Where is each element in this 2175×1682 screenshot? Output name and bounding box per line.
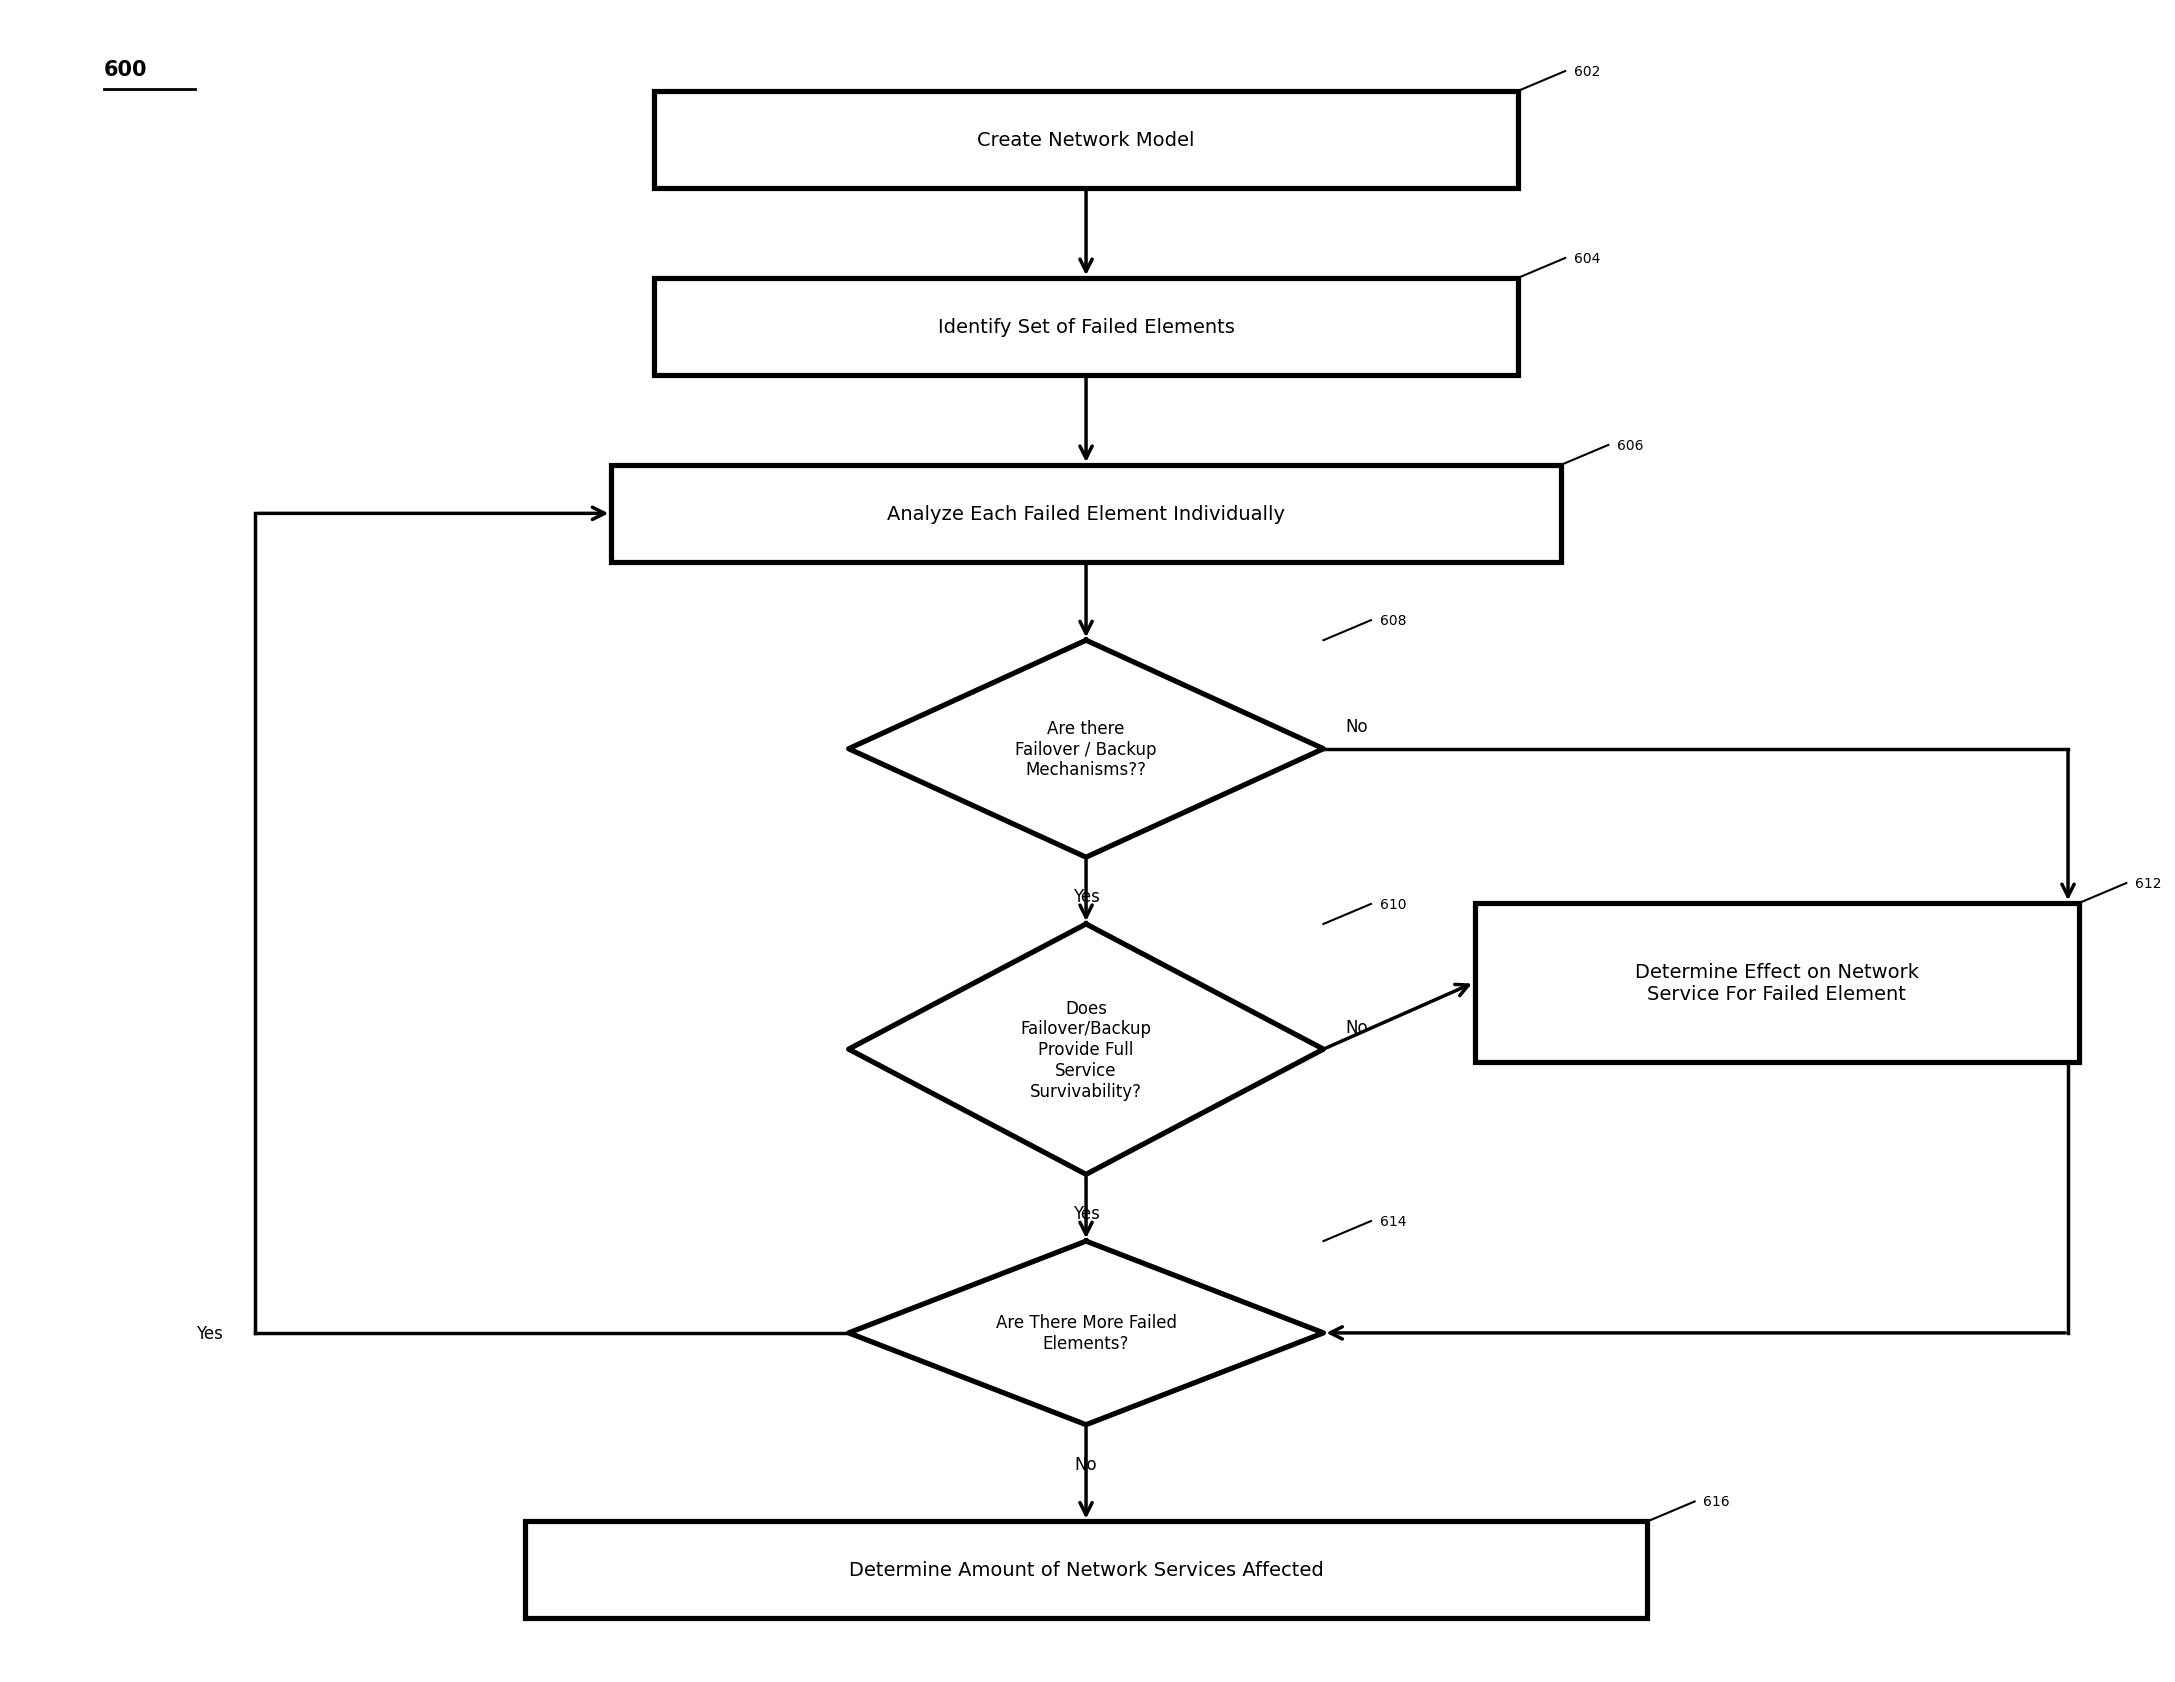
Text: 612: 612 — [2136, 876, 2162, 890]
Text: 604: 604 — [1575, 252, 1601, 266]
Text: Determine Amount of Network Services Affected: Determine Amount of Network Services Aff… — [848, 1561, 1322, 1579]
Text: No: No — [1074, 1455, 1098, 1473]
FancyBboxPatch shape — [655, 279, 1518, 375]
FancyBboxPatch shape — [611, 466, 1562, 562]
Text: 602: 602 — [1575, 66, 1601, 79]
Text: Does
Failover/Backup
Provide Full
Service
Survivability?: Does Failover/Backup Provide Full Servic… — [1020, 999, 1151, 1100]
Text: Are There More Failed
Elements?: Are There More Failed Elements? — [996, 1314, 1177, 1352]
Text: 608: 608 — [1379, 614, 1405, 627]
FancyBboxPatch shape — [524, 1522, 1646, 1618]
Text: Yes: Yes — [196, 1324, 222, 1342]
Text: Analyze Each Failed Element Individually: Analyze Each Failed Element Individually — [887, 505, 1285, 523]
Text: 614: 614 — [1379, 1214, 1405, 1228]
Text: 616: 616 — [1703, 1495, 1729, 1509]
Text: Yes: Yes — [1072, 888, 1101, 905]
FancyBboxPatch shape — [655, 93, 1518, 188]
Text: No: No — [1344, 1018, 1368, 1036]
Text: No: No — [1344, 718, 1368, 737]
Polygon shape — [848, 925, 1322, 1174]
Text: Are there
Failover / Backup
Mechanisms??: Are there Failover / Backup Mechanisms?? — [1016, 720, 1157, 779]
Text: 606: 606 — [1616, 439, 1644, 452]
Text: Create Network Model: Create Network Model — [977, 131, 1194, 150]
Text: 610: 610 — [1379, 898, 1405, 912]
Text: 600: 600 — [104, 61, 148, 81]
Text: Determine Effect on Network
Service For Failed Element: Determine Effect on Network Service For … — [1636, 962, 1918, 1002]
FancyBboxPatch shape — [1475, 903, 2079, 1061]
Text: Identify Set of Failed Elements: Identify Set of Failed Elements — [937, 318, 1235, 336]
Polygon shape — [848, 1241, 1322, 1425]
Polygon shape — [848, 641, 1322, 858]
Text: Yes: Yes — [1072, 1204, 1101, 1223]
